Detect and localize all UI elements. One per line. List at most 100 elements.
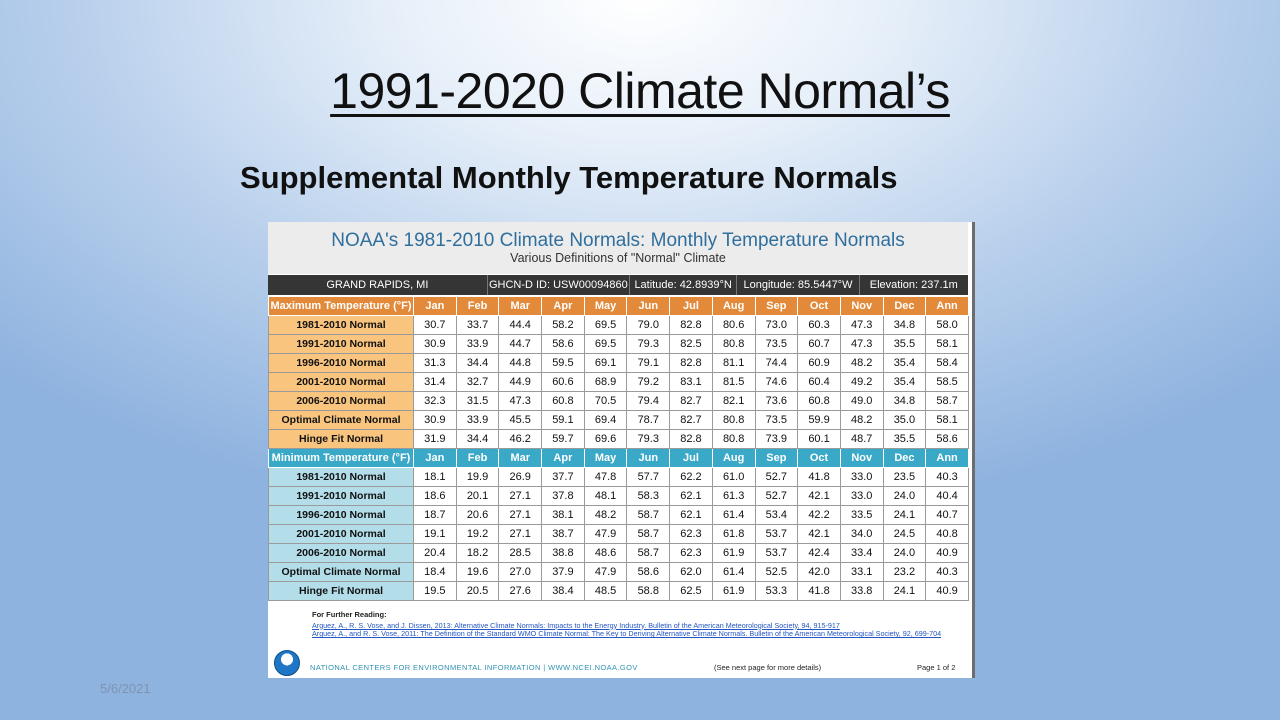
table-cell: 60.4: [797, 372, 841, 392]
temperature-normals-table: Maximum Temperature (°F) Jan Feb Mar Apr May J…: [268, 296, 969, 601]
station-elevation: Elevation: 237.1m: [869, 279, 958, 291]
table-cell: 33.8: [839, 581, 884, 601]
table-cell: 34.4: [455, 429, 500, 449]
table-cell: 24.0: [882, 486, 927, 506]
table-cell: 35.4: [882, 372, 927, 392]
table-cell: 48.5: [583, 581, 628, 601]
slide-date: 5/6/2021: [100, 681, 151, 696]
table-cell: 69.4: [583, 410, 628, 430]
table-cell: 33.5: [839, 505, 884, 525]
table-cell: 47.3: [498, 391, 543, 411]
table-cell: 80.8: [711, 429, 756, 449]
month-header: Jun: [626, 448, 671, 468]
station-ghcnd-id: GHCN-D ID: USW00094860: [488, 275, 630, 295]
row-label: 1996-2010 Normal: [268, 353, 414, 373]
table-cell: 42.2: [797, 505, 841, 525]
max-temperature-header-row: Maximum Temperature (°F) Jan Feb Mar Apr May J…: [268, 296, 969, 316]
table-cell: 58.7: [626, 524, 671, 544]
month-header: Nov: [839, 296, 884, 316]
station-info-bar: GRAND RAPIDS, MI GHCN-D ID: USW00094860 …: [268, 275, 968, 295]
table-row: 1991-2010 Normal 18.6 20.1 27.1 37.8 48.1 58.3…: [268, 486, 969, 506]
table-cell: 58.7: [626, 543, 671, 563]
table-cell: 57.7: [626, 467, 671, 487]
table-row: Optimal Climate Normal 30.9 33.9 45.5 59.1 69…: [268, 410, 969, 430]
table-cell: 59.9: [797, 410, 841, 430]
table-cell: 48.1: [583, 486, 628, 506]
row-label: 1981-2010 Normal: [268, 467, 414, 487]
table-cell: 47.3: [839, 334, 884, 354]
table-cell: 60.9: [797, 353, 841, 373]
table-cell: 18.6: [413, 486, 457, 506]
table-cell: 27.1: [498, 524, 543, 544]
station-longitude: Longitude: 85.5447°W: [737, 275, 860, 295]
table-cell: 82.1: [711, 391, 756, 411]
document-title: NOAA's 1981-2010 Climate Normals: Monthl…: [331, 230, 905, 251]
month-header: Apr: [541, 448, 585, 468]
table-cell: 18.1: [413, 467, 457, 487]
table-cell: 61.9: [711, 543, 756, 563]
table-cell: 61.3: [711, 486, 756, 506]
table-cell: 60.6: [541, 372, 585, 392]
table-cell: 70.5: [583, 391, 628, 411]
table-row: 2006-2010 Normal 20.4 18.2 28.5 38.8 48.6 58.7…: [268, 543, 969, 563]
table-cell: 44.9: [498, 372, 543, 392]
table-cell: 40.7: [925, 505, 969, 525]
table-cell: 23.2: [882, 562, 927, 582]
document-subtitle: Various Definitions of "Normal" Climate: [510, 251, 726, 265]
table-cell: 20.4: [413, 543, 457, 563]
table-cell: 38.7: [541, 524, 585, 544]
table-cell: 19.5: [413, 581, 457, 601]
station-latitude: Latitude: 42.8939°N: [630, 275, 738, 295]
reference-link-2[interactable]: Arguez, A., and R. S. Vose, 2011: The De…: [312, 629, 942, 638]
table-cell: 59.1: [541, 410, 585, 430]
table-row: 1996-2010 Normal 31.3 34.4 44.8 59.5 69.1 79.1…: [268, 353, 969, 373]
table-cell: 40.9: [925, 581, 969, 601]
reference-link-1[interactable]: Arguez, A., R. S. Vose, and J. Dissen, 2…: [312, 620, 840, 630]
table-cell: 62.1: [669, 505, 713, 525]
month-header: May: [583, 448, 628, 468]
table-cell: 58.8: [626, 581, 671, 601]
table-cell: 48.2: [583, 505, 628, 525]
table-cell: 53.3: [754, 581, 799, 601]
table-cell: 61.0: [711, 467, 756, 487]
table-cell: 47.9: [583, 524, 628, 544]
table-cell: 60.3: [797, 315, 841, 335]
month-header: Mar: [498, 296, 543, 316]
table-cell: 62.3: [669, 524, 713, 544]
table-cell: 27.6: [498, 581, 543, 601]
table-cell: 69.5: [583, 315, 628, 335]
table-cell: 35.4: [882, 353, 927, 373]
table-cell: 79.2: [626, 372, 671, 392]
table-cell: 79.4: [626, 391, 671, 411]
table-cell: 38.8: [541, 543, 585, 563]
table-cell: 27.0: [498, 562, 543, 582]
table-cell: 62.2: [669, 467, 713, 487]
table-cell: 82.5: [669, 334, 713, 354]
table-cell: 27.1: [498, 505, 543, 525]
table-cell: 34.4: [455, 353, 500, 373]
table-cell: 60.1: [797, 429, 841, 449]
table-cell: 80.8: [711, 334, 756, 354]
table-cell: 82.7: [669, 410, 713, 430]
section-header-label: Minimum Temperature (°F): [268, 448, 414, 468]
month-header: Feb: [455, 296, 500, 316]
month-header: Dec: [882, 448, 927, 468]
table-cell: 37.9: [541, 562, 585, 582]
table-cell: 40.4: [925, 486, 969, 506]
table-cell: 33.9: [455, 410, 500, 430]
month-header: Apr: [541, 296, 585, 316]
table-cell: 58.2: [541, 315, 585, 335]
month-header: May: [583, 296, 628, 316]
table-cell: 53.7: [754, 543, 799, 563]
table-cell: 80.8: [711, 410, 756, 430]
table-cell: 27.1: [498, 486, 543, 506]
table-cell: 60.8: [797, 391, 841, 411]
table-cell: 58.1: [925, 334, 969, 354]
table-cell: 31.5: [455, 391, 500, 411]
table-cell: 48.7: [839, 429, 884, 449]
month-header: Oct: [797, 448, 841, 468]
table-cell: 24.1: [882, 505, 927, 525]
footer-ncei-text: NATIONAL CENTERS FOR ENVIRONMENTAL INFOR…: [310, 663, 638, 672]
table-cell: 38.4: [541, 581, 585, 601]
table-cell: 23.5: [882, 467, 927, 487]
